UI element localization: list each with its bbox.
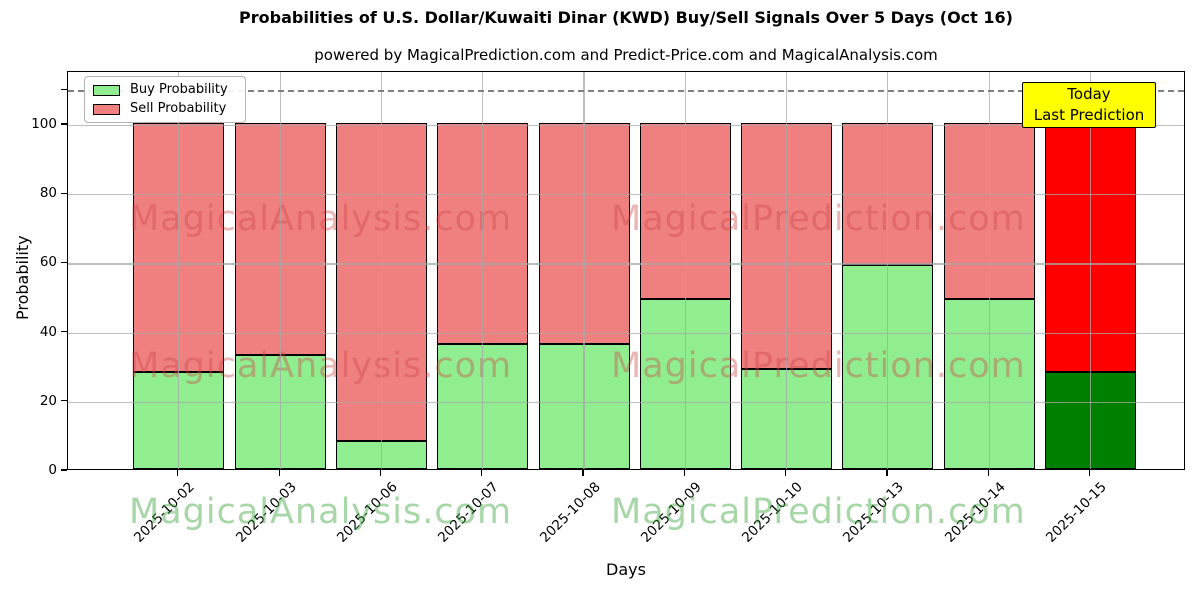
x-tick-label-2025-10-08: 2025-10-08 (536, 479, 604, 546)
y-tick-80 (61, 192, 67, 194)
gridline-v-2025-10-15 (1089, 72, 1092, 469)
gridline-v-2025-10-13 (887, 72, 889, 469)
x-tick-2025-10-10 (785, 470, 787, 476)
gridline-h-60 (68, 263, 1184, 265)
y-tick-40 (61, 331, 67, 333)
legend-row-buy: Buy Probability (93, 83, 237, 97)
legend: Buy Probability Sell Probability (84, 76, 246, 123)
today-annotation: Today Last Prediction (1022, 82, 1156, 128)
gridline-h-80 (68, 194, 1184, 196)
x-tick-label-2025-10-02: 2025-10-02 (131, 479, 199, 546)
x-tick-2025-10-07 (481, 470, 483, 476)
x-tick-2025-10-14 (987, 470, 989, 476)
gridline-v-2025-10-09 (684, 72, 686, 469)
y-tick-label-60: 60 (39, 254, 57, 271)
x-tick-label-2025-10-10: 2025-10-10 (739, 479, 806, 546)
today-annotation-line1: Today (1067, 85, 1111, 103)
gridline-v-2025-10-06 (380, 72, 382, 469)
gridline-v-2025-10-10 (786, 72, 788, 469)
x-tick-label-2025-10-06: 2025-10-06 (333, 479, 401, 546)
chart-title: Probabilities of U.S. Dollar/Kuwaiti Din… (239, 8, 1013, 27)
y-tick-60 (61, 261, 67, 264)
gridline-v-2025-10-08 (583, 72, 585, 469)
x-tick-label-2025-10-15: 2025-10-15 (1043, 479, 1110, 546)
y-tick-100 (61, 123, 67, 125)
gridline-h-20 (68, 401, 1184, 403)
y-tick-label-40: 40 (39, 323, 57, 340)
x-tick-2025-10-09 (683, 470, 685, 476)
x-axis-title: Days (606, 560, 646, 579)
x-tick-2025-10-06 (379, 470, 382, 476)
y-tick-20 (61, 400, 67, 402)
dashed-threshold-line (68, 90, 1184, 93)
y-tick-110 (61, 88, 67, 91)
legend-sell-label: Sell Probability (130, 101, 227, 116)
x-tick-2025-10-08 (582, 470, 584, 476)
legend-row-sell: Sell Probability (93, 102, 237, 116)
x-tick-2025-10-13 (886, 470, 888, 476)
x-tick-label-2025-10-13: 2025-10-13 (840, 479, 908, 546)
y-tick-label-100: 100 (31, 116, 57, 132)
x-tick-label-2025-10-14: 2025-10-14 (941, 479, 1009, 546)
chart-subtitle: powered by MagicalPrediction.com and Pre… (314, 46, 938, 64)
sell-swatch-icon (93, 103, 120, 115)
gridline-v-2025-10-14 (988, 72, 990, 469)
x-tick-label-2025-10-07: 2025-10-07 (435, 479, 503, 546)
buy-swatch-icon (93, 84, 120, 96)
x-tick-2025-10-15 (1088, 470, 1091, 476)
gridline-h-100 (68, 125, 1184, 127)
plot-area: MagicalAnalysis.com MagicalPrediction.co… (67, 71, 1185, 532)
legend-buy-label: Buy Probability (130, 82, 228, 97)
y-tick-label-20: 20 (39, 392, 57, 409)
y-tick-label-0: 0 (48, 462, 57, 478)
x-tick-label-2025-10-09: 2025-10-09 (637, 479, 705, 546)
x-tick-2025-10-03 (278, 470, 280, 476)
x-tick-label-2025-10-03: 2025-10-03 (232, 479, 300, 546)
x-tick-2025-10-02 (177, 470, 179, 476)
y-tick-label-80: 80 (39, 185, 57, 202)
gridline-v-2025-10-02 (178, 72, 180, 469)
gridline-h-40 (68, 332, 1184, 334)
gridline-v-2025-10-03 (279, 72, 281, 469)
y-tick-0 (61, 469, 67, 471)
gridline-v-2025-10-07 (482, 72, 484, 469)
today-annotation-line2: Last Prediction (1033, 106, 1145, 124)
